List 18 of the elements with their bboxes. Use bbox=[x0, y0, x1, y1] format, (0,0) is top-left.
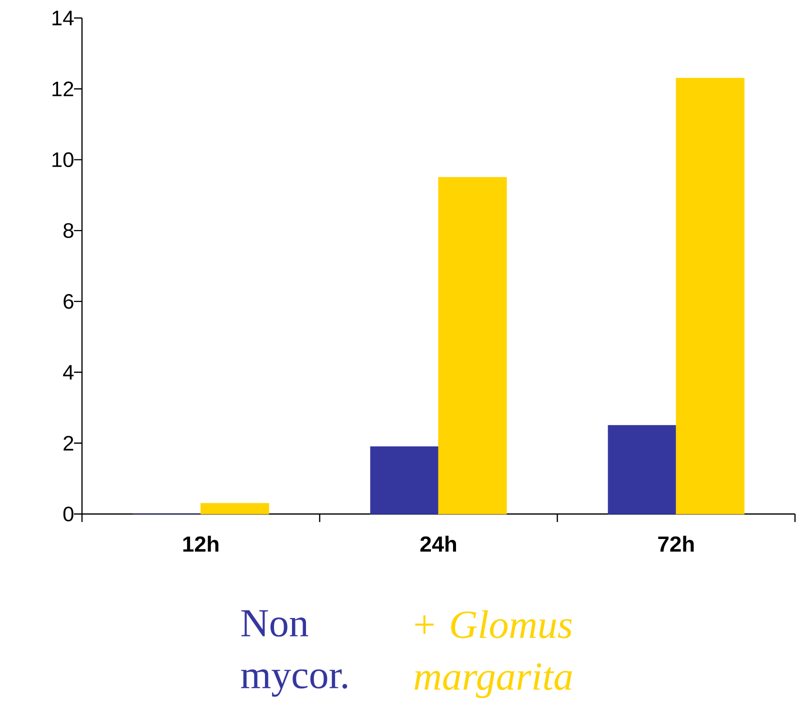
y-tick-label: 6 bbox=[64, 294, 74, 309]
text: Non mycor. bbox=[241, 610, 348, 697]
x-tick-label: 12h bbox=[183, 536, 218, 552]
y-tick-label: 10 bbox=[52, 152, 74, 168]
bar bbox=[370, 446, 439, 514]
y-tick-label: 8 bbox=[64, 223, 74, 238]
bar bbox=[676, 78, 744, 514]
bar bbox=[608, 425, 676, 514]
y-tick-label: 2 bbox=[64, 436, 74, 450]
x-tick-label: 24h bbox=[420, 536, 456, 552]
bar bbox=[200, 503, 270, 514]
y-tick-label: 4 bbox=[63, 365, 74, 380]
y-tick-label: 12 bbox=[52, 82, 74, 96]
y-tick-label: 14 bbox=[52, 10, 74, 26]
y-tick-label: 0 bbox=[63, 506, 74, 522]
text: + Glomus margarita bbox=[414, 610, 572, 698]
x-tick-label: 72h bbox=[658, 536, 694, 552]
bar bbox=[438, 177, 507, 514]
